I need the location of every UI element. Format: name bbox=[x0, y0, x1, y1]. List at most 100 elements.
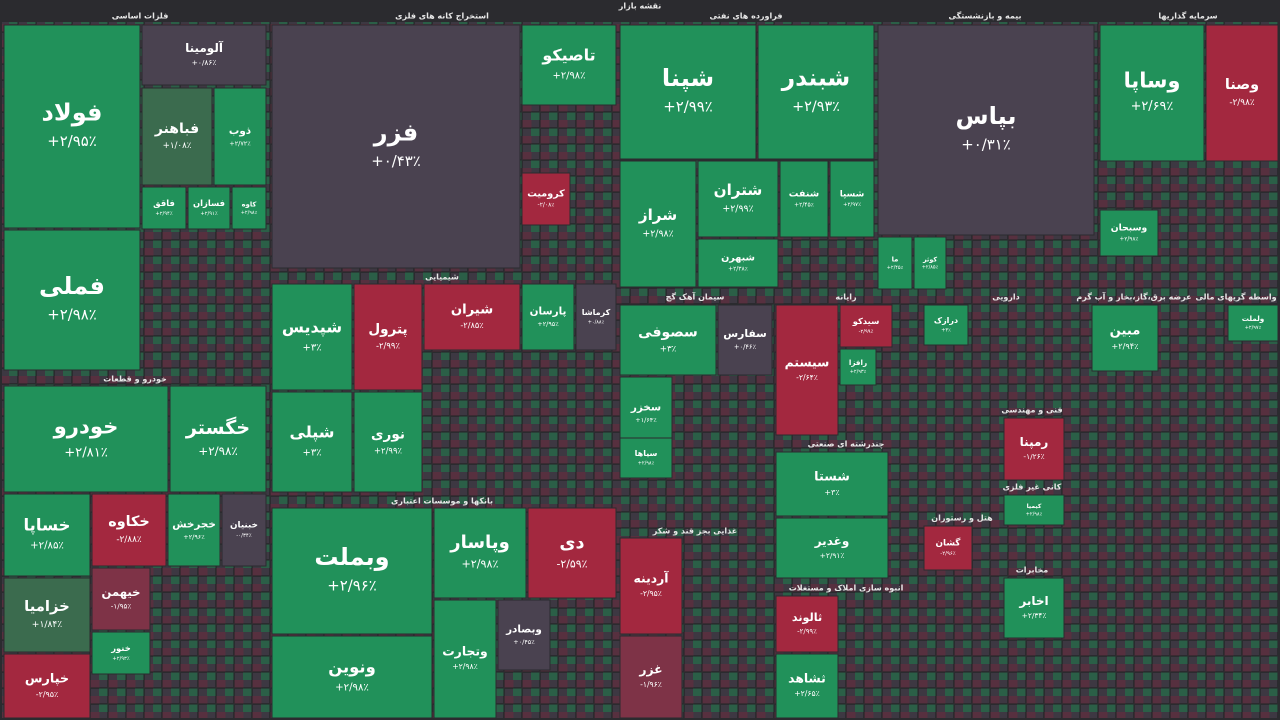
stock-tile: سخزر +۱/۶۴٪ bbox=[619, 376, 673, 450]
stock-change: -۲/۹۹٪ bbox=[376, 340, 400, 350]
stock-tile: سیستم -۲/۶۴٪ bbox=[775, 304, 839, 436]
stock-tile: شپلی +۳٪ bbox=[271, 391, 353, 493]
stock-tile: بپاس +۰/۳۱٪ bbox=[877, 24, 1095, 236]
stock-tile: دی -۲/۵۹٪ bbox=[527, 507, 617, 599]
stock-change: -۱/۹۶٪ bbox=[640, 680, 662, 689]
tile-box bbox=[521, 283, 575, 351]
stock-name: کاوه bbox=[242, 200, 257, 208]
tile-box bbox=[3, 653, 91, 719]
stock-name: خنور bbox=[110, 643, 131, 654]
stock-tile: شپدیس +۳٪ bbox=[271, 283, 353, 391]
tile-box bbox=[433, 507, 527, 599]
stock-name: کیمیا bbox=[1027, 503, 1042, 510]
tile-box bbox=[1227, 304, 1279, 342]
stock-change: -۱/۹۵٪ bbox=[111, 602, 132, 611]
stock-change: +۲/۹۱٪ bbox=[820, 551, 845, 560]
stock-change: -۲/۰۸٪ bbox=[538, 202, 555, 209]
stock-name: پترول bbox=[368, 322, 407, 338]
tile-box bbox=[521, 172, 571, 226]
stock-change: +۳٪ bbox=[303, 342, 322, 353]
tile-box bbox=[91, 567, 151, 631]
tile-box bbox=[141, 186, 187, 230]
tile-box bbox=[271, 635, 433, 719]
tile-box bbox=[221, 493, 267, 567]
stock-name: وصنا bbox=[1225, 77, 1259, 93]
sector-label: فنی و مهندسی bbox=[1001, 406, 1062, 415]
stock-name: رافزا bbox=[849, 358, 867, 367]
stock-tile: وسبحان +۲/۹۸٪ bbox=[1099, 209, 1159, 257]
tile-box bbox=[839, 348, 877, 386]
stock-name: فملی bbox=[39, 272, 105, 300]
stock-tile: ذوب +۲/۷۲٪ bbox=[213, 87, 267, 186]
stock-name: خکاوه bbox=[108, 514, 150, 530]
tile-box bbox=[779, 160, 829, 238]
tile-box bbox=[433, 599, 497, 719]
sector-label: عرضه برق،گاز،بخار و آب گرم bbox=[1076, 292, 1191, 302]
stock-name: تاصیکو bbox=[541, 46, 595, 65]
stock-name: وغدیر bbox=[814, 534, 850, 549]
stock-change: +۰/۸۸٪ bbox=[588, 320, 605, 326]
stock-name: گشان bbox=[936, 538, 962, 549]
tile-box bbox=[1099, 24, 1205, 162]
tile-box bbox=[187, 186, 231, 230]
tile-box bbox=[575, 283, 617, 351]
stock-tile: شیران -۲/۸۵٪ bbox=[423, 283, 521, 351]
stock-name: شستا bbox=[814, 469, 850, 484]
tile-box bbox=[619, 376, 673, 450]
stock-tile: سصوفی +۳٪ bbox=[619, 304, 717, 376]
stock-change: +۲/۹۷٪ bbox=[843, 202, 861, 208]
tile-box bbox=[697, 238, 779, 288]
stock-name: شسپا bbox=[840, 190, 865, 200]
stock-tile: درازک +۳٪ bbox=[923, 304, 969, 346]
stock-change: +۱/۶۴٪ bbox=[635, 416, 657, 424]
stock-name: خبنیان bbox=[230, 521, 258, 531]
tile-box bbox=[3, 577, 91, 653]
stock-tile: سیدکو -۲/۹۹٪ bbox=[839, 304, 893, 348]
stock-tile: فاقق +۲/۹۴٪ bbox=[141, 186, 187, 230]
stock-change: -۰/۳۴٪ bbox=[236, 533, 252, 539]
stock-name: بپاس bbox=[956, 102, 1017, 130]
tile-box bbox=[213, 87, 267, 186]
sector-label: سیمان آهک گچ bbox=[666, 292, 725, 302]
stock-tile: ثالوند -۲/۹۹٪ bbox=[775, 595, 839, 653]
stock-tile: کرومیت -۲/۰۸٪ bbox=[521, 172, 571, 226]
stock-tile: خجرخش +۲/۹۶٪ bbox=[167, 493, 221, 567]
stock-change: +۲/۸۵٪ bbox=[30, 541, 64, 552]
stock-name: سیستم bbox=[785, 355, 830, 370]
stock-change: +۲/۹۸٪ bbox=[1026, 511, 1043, 517]
tile-box bbox=[271, 283, 353, 391]
stock-change: -۲/۹۵٪ bbox=[36, 690, 59, 699]
tile-box bbox=[3, 493, 91, 577]
stock-change: +۲/۳۸٪ bbox=[728, 266, 748, 273]
stock-name: شبندر bbox=[781, 65, 850, 92]
stock-tile: رافزا +۲/۹۳٪ bbox=[839, 348, 877, 386]
stock-name: رمپنا bbox=[1020, 435, 1049, 449]
stock-name: نوری bbox=[371, 427, 405, 443]
stock-change: +۲/۹۵٪ bbox=[537, 320, 559, 328]
stock-change: -۲/۵۹٪ bbox=[556, 557, 587, 570]
stock-change: +۱/۸۴٪ bbox=[32, 619, 63, 630]
stock-name: خجرخش bbox=[172, 518, 216, 530]
stock-tile: کوثر +۲/۸۵٪ bbox=[913, 236, 947, 290]
stock-name: شبهرن bbox=[721, 253, 755, 264]
stock-tile: وغدیر +۲/۹۱٪ bbox=[775, 517, 889, 579]
stock-tile: ونوین +۲/۹۸٪ bbox=[271, 635, 433, 719]
tile-box bbox=[167, 493, 221, 567]
stock-change: +۲/۹۴٪ bbox=[155, 211, 172, 217]
stock-name: درازک bbox=[934, 316, 958, 325]
tile-box bbox=[1003, 577, 1065, 639]
stock-change: +۲/۹۹٪ bbox=[722, 203, 753, 214]
stock-name: دی bbox=[559, 533, 584, 553]
tile-box bbox=[923, 304, 969, 346]
stock-tile: شپنا +۲/۹۹٪ bbox=[619, 24, 757, 160]
stock-change: -۲/۸۸٪ bbox=[116, 535, 142, 545]
stock-change: +۲/۹۳٪ bbox=[792, 99, 840, 115]
stock-tile: خساپا +۲/۸۵٪ bbox=[3, 493, 91, 577]
stock-name: شیران bbox=[451, 303, 493, 318]
stock-tile: مبین +۲/۹۴٪ bbox=[1091, 304, 1159, 372]
stock-change: +۲/۸۱٪ bbox=[64, 445, 108, 460]
stock-change: +۲/۶۹٪ bbox=[1131, 99, 1174, 114]
sector-label: بانکها و موسسات اعتباری bbox=[391, 497, 493, 506]
stock-name: وپاسار bbox=[449, 532, 510, 553]
stock-change: +۲/۸۵٪ bbox=[922, 265, 939, 271]
